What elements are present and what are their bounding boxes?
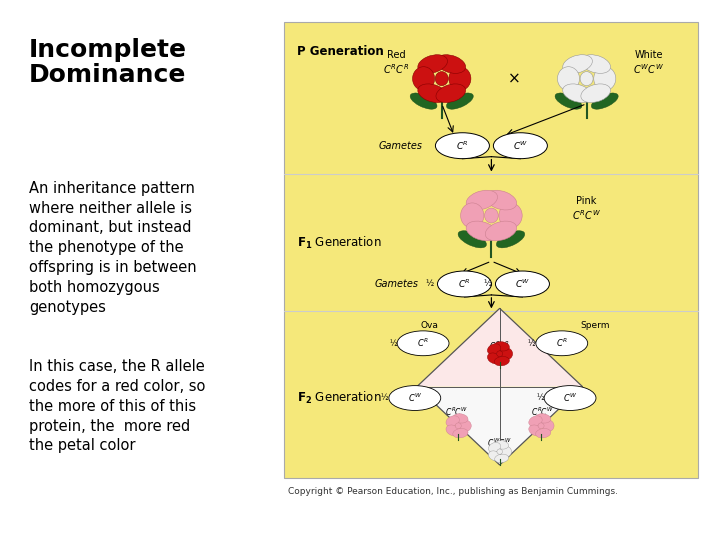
Ellipse shape	[557, 67, 580, 91]
Text: $C^RC^R$: $C^RC^R$	[489, 340, 510, 352]
Ellipse shape	[580, 72, 593, 86]
Text: $C^R$: $C^R$	[458, 278, 471, 290]
Ellipse shape	[563, 55, 593, 73]
Ellipse shape	[436, 55, 466, 73]
Ellipse shape	[466, 190, 498, 210]
Ellipse shape	[528, 416, 542, 427]
Text: $C^R$: $C^R$	[556, 337, 568, 349]
Ellipse shape	[485, 190, 517, 210]
Ellipse shape	[536, 414, 551, 423]
Ellipse shape	[461, 203, 484, 228]
Text: Red
$C^RC^R$: Red $C^RC^R$	[383, 50, 409, 76]
Text: Incomplete
Dominance: Incomplete Dominance	[29, 38, 186, 87]
Ellipse shape	[418, 84, 448, 103]
Ellipse shape	[497, 351, 503, 356]
Ellipse shape	[487, 353, 501, 364]
Ellipse shape	[495, 441, 508, 449]
Text: $C^WC^W$: $C^WC^W$	[487, 437, 512, 449]
Text: Ova: Ova	[420, 321, 438, 329]
Text: $C^RC^W$: $C^RC^W$	[445, 406, 468, 418]
Ellipse shape	[438, 271, 492, 297]
Text: $C^R$: $C^R$	[456, 139, 469, 152]
Text: Gametes: Gametes	[378, 141, 423, 151]
FancyBboxPatch shape	[284, 22, 698, 478]
Polygon shape	[417, 387, 582, 465]
Text: $C^R$: $C^R$	[417, 337, 429, 349]
Ellipse shape	[485, 208, 498, 223]
Ellipse shape	[488, 442, 500, 453]
Text: White
$C^WC^W$: White $C^WC^W$	[633, 50, 665, 76]
Text: Pink
$C^RC^W$: Pink $C^RC^W$	[572, 195, 601, 222]
Ellipse shape	[591, 93, 618, 109]
Ellipse shape	[542, 420, 554, 431]
Text: ½: ½	[389, 339, 397, 348]
Ellipse shape	[418, 55, 448, 73]
Ellipse shape	[494, 342, 510, 351]
Ellipse shape	[449, 67, 471, 91]
Ellipse shape	[458, 231, 487, 248]
Ellipse shape	[436, 84, 466, 103]
Text: Sperm: Sperm	[580, 321, 610, 329]
Ellipse shape	[495, 271, 549, 297]
Text: ½: ½	[381, 394, 388, 402]
Ellipse shape	[493, 133, 547, 159]
Text: In this case, the R allele
codes for a red color, so
the more of this of this
pr: In this case, the R allele codes for a r…	[29, 359, 205, 453]
Text: Copyright © Pearson Education, Inc., publishing as Benjamin Cummings.: Copyright © Pearson Education, Inc., pub…	[288, 487, 618, 496]
Text: Gametes: Gametes	[374, 279, 418, 289]
Text: $C^RC^W$: $C^RC^W$	[531, 406, 554, 418]
Text: ½: ½	[536, 394, 544, 402]
Ellipse shape	[466, 221, 498, 241]
Text: ×: ×	[508, 71, 521, 86]
Ellipse shape	[536, 429, 551, 438]
Ellipse shape	[435, 72, 448, 86]
Ellipse shape	[485, 221, 517, 241]
Ellipse shape	[536, 331, 588, 356]
Text: P Generation: P Generation	[297, 45, 384, 58]
Ellipse shape	[446, 425, 459, 436]
Text: $C^W$: $C^W$	[408, 392, 422, 404]
Ellipse shape	[563, 84, 593, 103]
Ellipse shape	[410, 93, 437, 109]
Polygon shape	[417, 387, 500, 465]
Ellipse shape	[497, 449, 503, 454]
Ellipse shape	[446, 416, 459, 427]
Ellipse shape	[494, 356, 510, 366]
Ellipse shape	[446, 93, 473, 109]
Ellipse shape	[594, 67, 616, 91]
Text: An inheritance pattern
where neither allele is
dominant, but instead
the phenoty: An inheritance pattern where neither all…	[29, 181, 197, 315]
Polygon shape	[417, 308, 582, 387]
Ellipse shape	[581, 84, 611, 103]
Text: ½: ½	[484, 280, 492, 288]
Text: $\mathbf{F_1}$ Generation: $\mathbf{F_1}$ Generation	[297, 235, 382, 251]
Ellipse shape	[528, 425, 542, 436]
Text: ½: ½	[528, 339, 535, 348]
Ellipse shape	[544, 386, 596, 410]
Ellipse shape	[487, 344, 501, 355]
Ellipse shape	[389, 386, 441, 410]
Polygon shape	[500, 387, 582, 465]
Text: $C^W$: $C^W$	[513, 139, 528, 152]
Ellipse shape	[500, 348, 513, 360]
Text: $C^W$: $C^W$	[515, 278, 530, 290]
Ellipse shape	[500, 446, 511, 457]
Ellipse shape	[499, 203, 522, 228]
Ellipse shape	[413, 67, 435, 91]
Ellipse shape	[459, 420, 472, 431]
Ellipse shape	[455, 423, 462, 429]
Text: $\mathbf{F_2}$ Generation: $\mathbf{F_2}$ Generation	[297, 390, 382, 406]
Text: ½: ½	[426, 280, 434, 288]
Ellipse shape	[397, 331, 449, 356]
Ellipse shape	[453, 429, 468, 438]
Ellipse shape	[496, 231, 525, 248]
Text: $C^W$: $C^W$	[563, 392, 577, 404]
Ellipse shape	[495, 454, 508, 463]
Ellipse shape	[488, 451, 500, 461]
Ellipse shape	[581, 55, 611, 73]
Ellipse shape	[538, 423, 544, 429]
Ellipse shape	[436, 133, 490, 159]
Ellipse shape	[453, 414, 468, 423]
Ellipse shape	[555, 93, 582, 109]
